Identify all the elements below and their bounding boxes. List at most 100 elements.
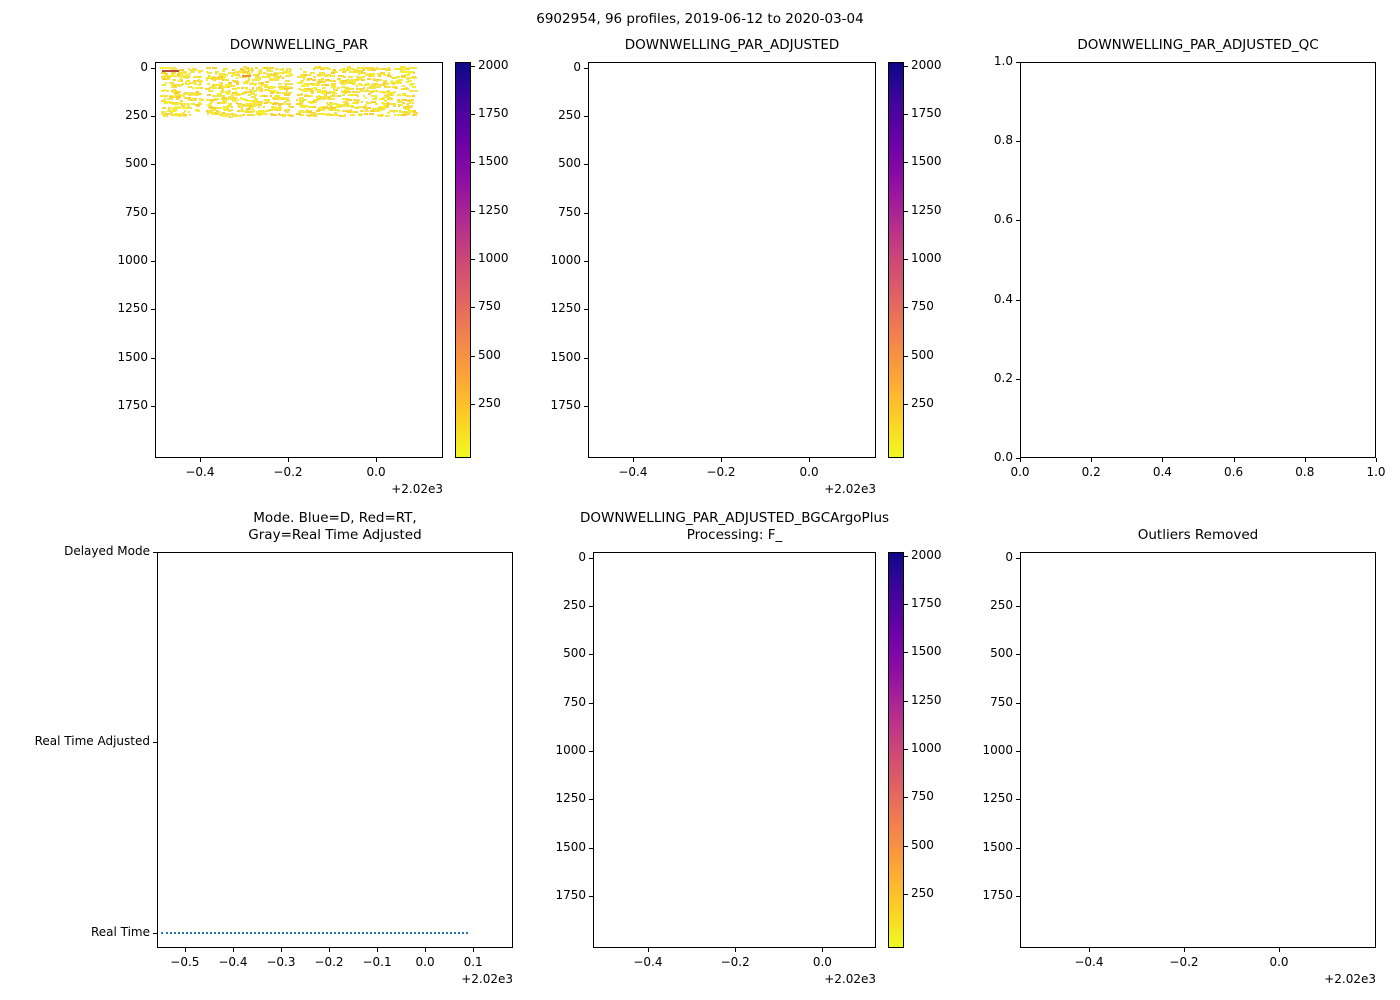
scatter-mark — [331, 98, 335, 101]
scatter-mark — [323, 89, 326, 92]
scatter-mark — [352, 105, 355, 108]
scatter-mark — [198, 79, 201, 82]
axes-frame — [588, 62, 876, 458]
scatter-mark — [168, 106, 171, 109]
scatter-mark — [408, 83, 413, 86]
scatter-mark — [268, 74, 271, 77]
colorbar-tick-label: 1000 — [911, 251, 942, 266]
scatter-mark — [206, 72, 212, 74]
y-tick-mark — [584, 212, 588, 214]
y-tick-label: 1750 — [550, 397, 581, 412]
scatter-mark — [188, 105, 191, 107]
scatter-mark — [251, 68, 255, 71]
scatter-mark — [411, 94, 415, 97]
scatter-mark — [377, 74, 381, 77]
scatter-mark — [286, 83, 291, 86]
scatter-mark — [302, 78, 305, 81]
scatter-mark — [248, 105, 252, 108]
scatter-mark — [311, 91, 315, 94]
scatter-mark — [288, 86, 294, 89]
scatter-mark — [264, 85, 270, 88]
scatter-mark — [245, 110, 249, 113]
scatter-mark — [169, 112, 173, 115]
scatter-mark — [331, 108, 334, 111]
scatter-mark — [187, 97, 191, 100]
scatter-mark — [179, 68, 185, 71]
scatter-mark — [190, 71, 196, 74]
axes-title-line-0: DOWNWELLING_PAR_ADJUSTED_QC — [1077, 37, 1319, 53]
scatter-mark — [267, 108, 273, 111]
axes-title-line-1: Processing: F_ — [686, 527, 783, 543]
scatter-mark — [174, 106, 177, 109]
y-tick-mark — [1016, 750, 1020, 752]
scatter-mark — [278, 108, 281, 111]
colorbar-tick-mark — [471, 162, 475, 164]
scatter-mark — [384, 94, 389, 97]
scatter-mark — [215, 112, 218, 115]
axes-title-line-0: DOWNWELLING_PAR — [229, 37, 369, 53]
scatter-mark — [396, 75, 401, 78]
scatter-mark — [360, 87, 363, 90]
scatter-mark — [401, 113, 406, 116]
scatter-mark — [253, 94, 257, 97]
scatter-mark — [317, 82, 321, 85]
scatter-mark — [286, 74, 292, 77]
scatter-mark — [271, 105, 274, 108]
colorbar-tick-mark — [904, 797, 908, 799]
axes-title: DOWNWELLING_PAR — [0, 37, 619, 54]
scatter-mark — [248, 67, 251, 70]
x-tick-mark — [1279, 948, 1281, 952]
scatter-mark — [198, 76, 203, 79]
scatter-mark — [343, 89, 349, 92]
y-tick-label: 1500 — [982, 839, 1013, 854]
y-tick-label: 1750 — [117, 397, 148, 412]
scatter-mark — [390, 110, 393, 113]
scatter-mark — [196, 91, 200, 94]
scatter-mark — [216, 78, 222, 81]
scatter-mark — [263, 75, 266, 78]
scatter-mark — [312, 76, 316, 79]
scatter-mark — [348, 82, 353, 85]
scatter-mark — [333, 88, 336, 91]
scatter-mark — [221, 115, 225, 118]
colorbar-tick-label: 2000 — [911, 57, 942, 72]
scatter-mark — [244, 105, 249, 108]
scatter-mark — [280, 103, 283, 106]
scatter-mark — [187, 106, 193, 109]
scatter-mark — [234, 91, 237, 94]
scatter-mark — [380, 67, 384, 70]
scatter-mark — [183, 93, 189, 96]
scatter-mark — [193, 93, 199, 96]
scatter-mark — [397, 104, 400, 107]
scatter-mark — [306, 84, 309, 87]
scatter-mark — [405, 94, 411, 97]
scatter-mark — [381, 114, 384, 117]
scatter-mark — [406, 104, 410, 107]
axes-title-line-1: Gray=Real Time Adjusted — [248, 527, 422, 543]
scatter-mark — [232, 91, 236, 94]
scatter-mark — [357, 105, 360, 108]
scatter-mark — [392, 82, 396, 85]
scatter-mark — [210, 77, 213, 80]
y-tick-label: Real Time — [90, 924, 150, 939]
colorbar — [888, 552, 904, 948]
scatter-mark — [216, 95, 219, 98]
scatter-mark — [365, 103, 368, 106]
scatter-mark — [399, 110, 402, 113]
y-tick-label: 250 — [563, 598, 586, 613]
scatter-mark — [252, 78, 255, 81]
scatter-mark — [288, 114, 294, 117]
scatter-mark — [336, 94, 341, 97]
scatter-mark — [370, 91, 375, 94]
scatter-mark — [393, 114, 396, 117]
scatter-mark — [226, 93, 231, 96]
scatter-mark — [356, 67, 360, 70]
scatter-mark — [238, 114, 241, 117]
scatter-mark — [314, 100, 317, 103]
y-tick-mark — [1016, 557, 1020, 559]
scatter-mark — [402, 105, 406, 108]
scatter-mark — [381, 82, 387, 85]
colorbar-tick-mark — [471, 65, 475, 67]
colorbar-tick-mark — [904, 652, 908, 654]
scatter-mark — [404, 71, 410, 74]
